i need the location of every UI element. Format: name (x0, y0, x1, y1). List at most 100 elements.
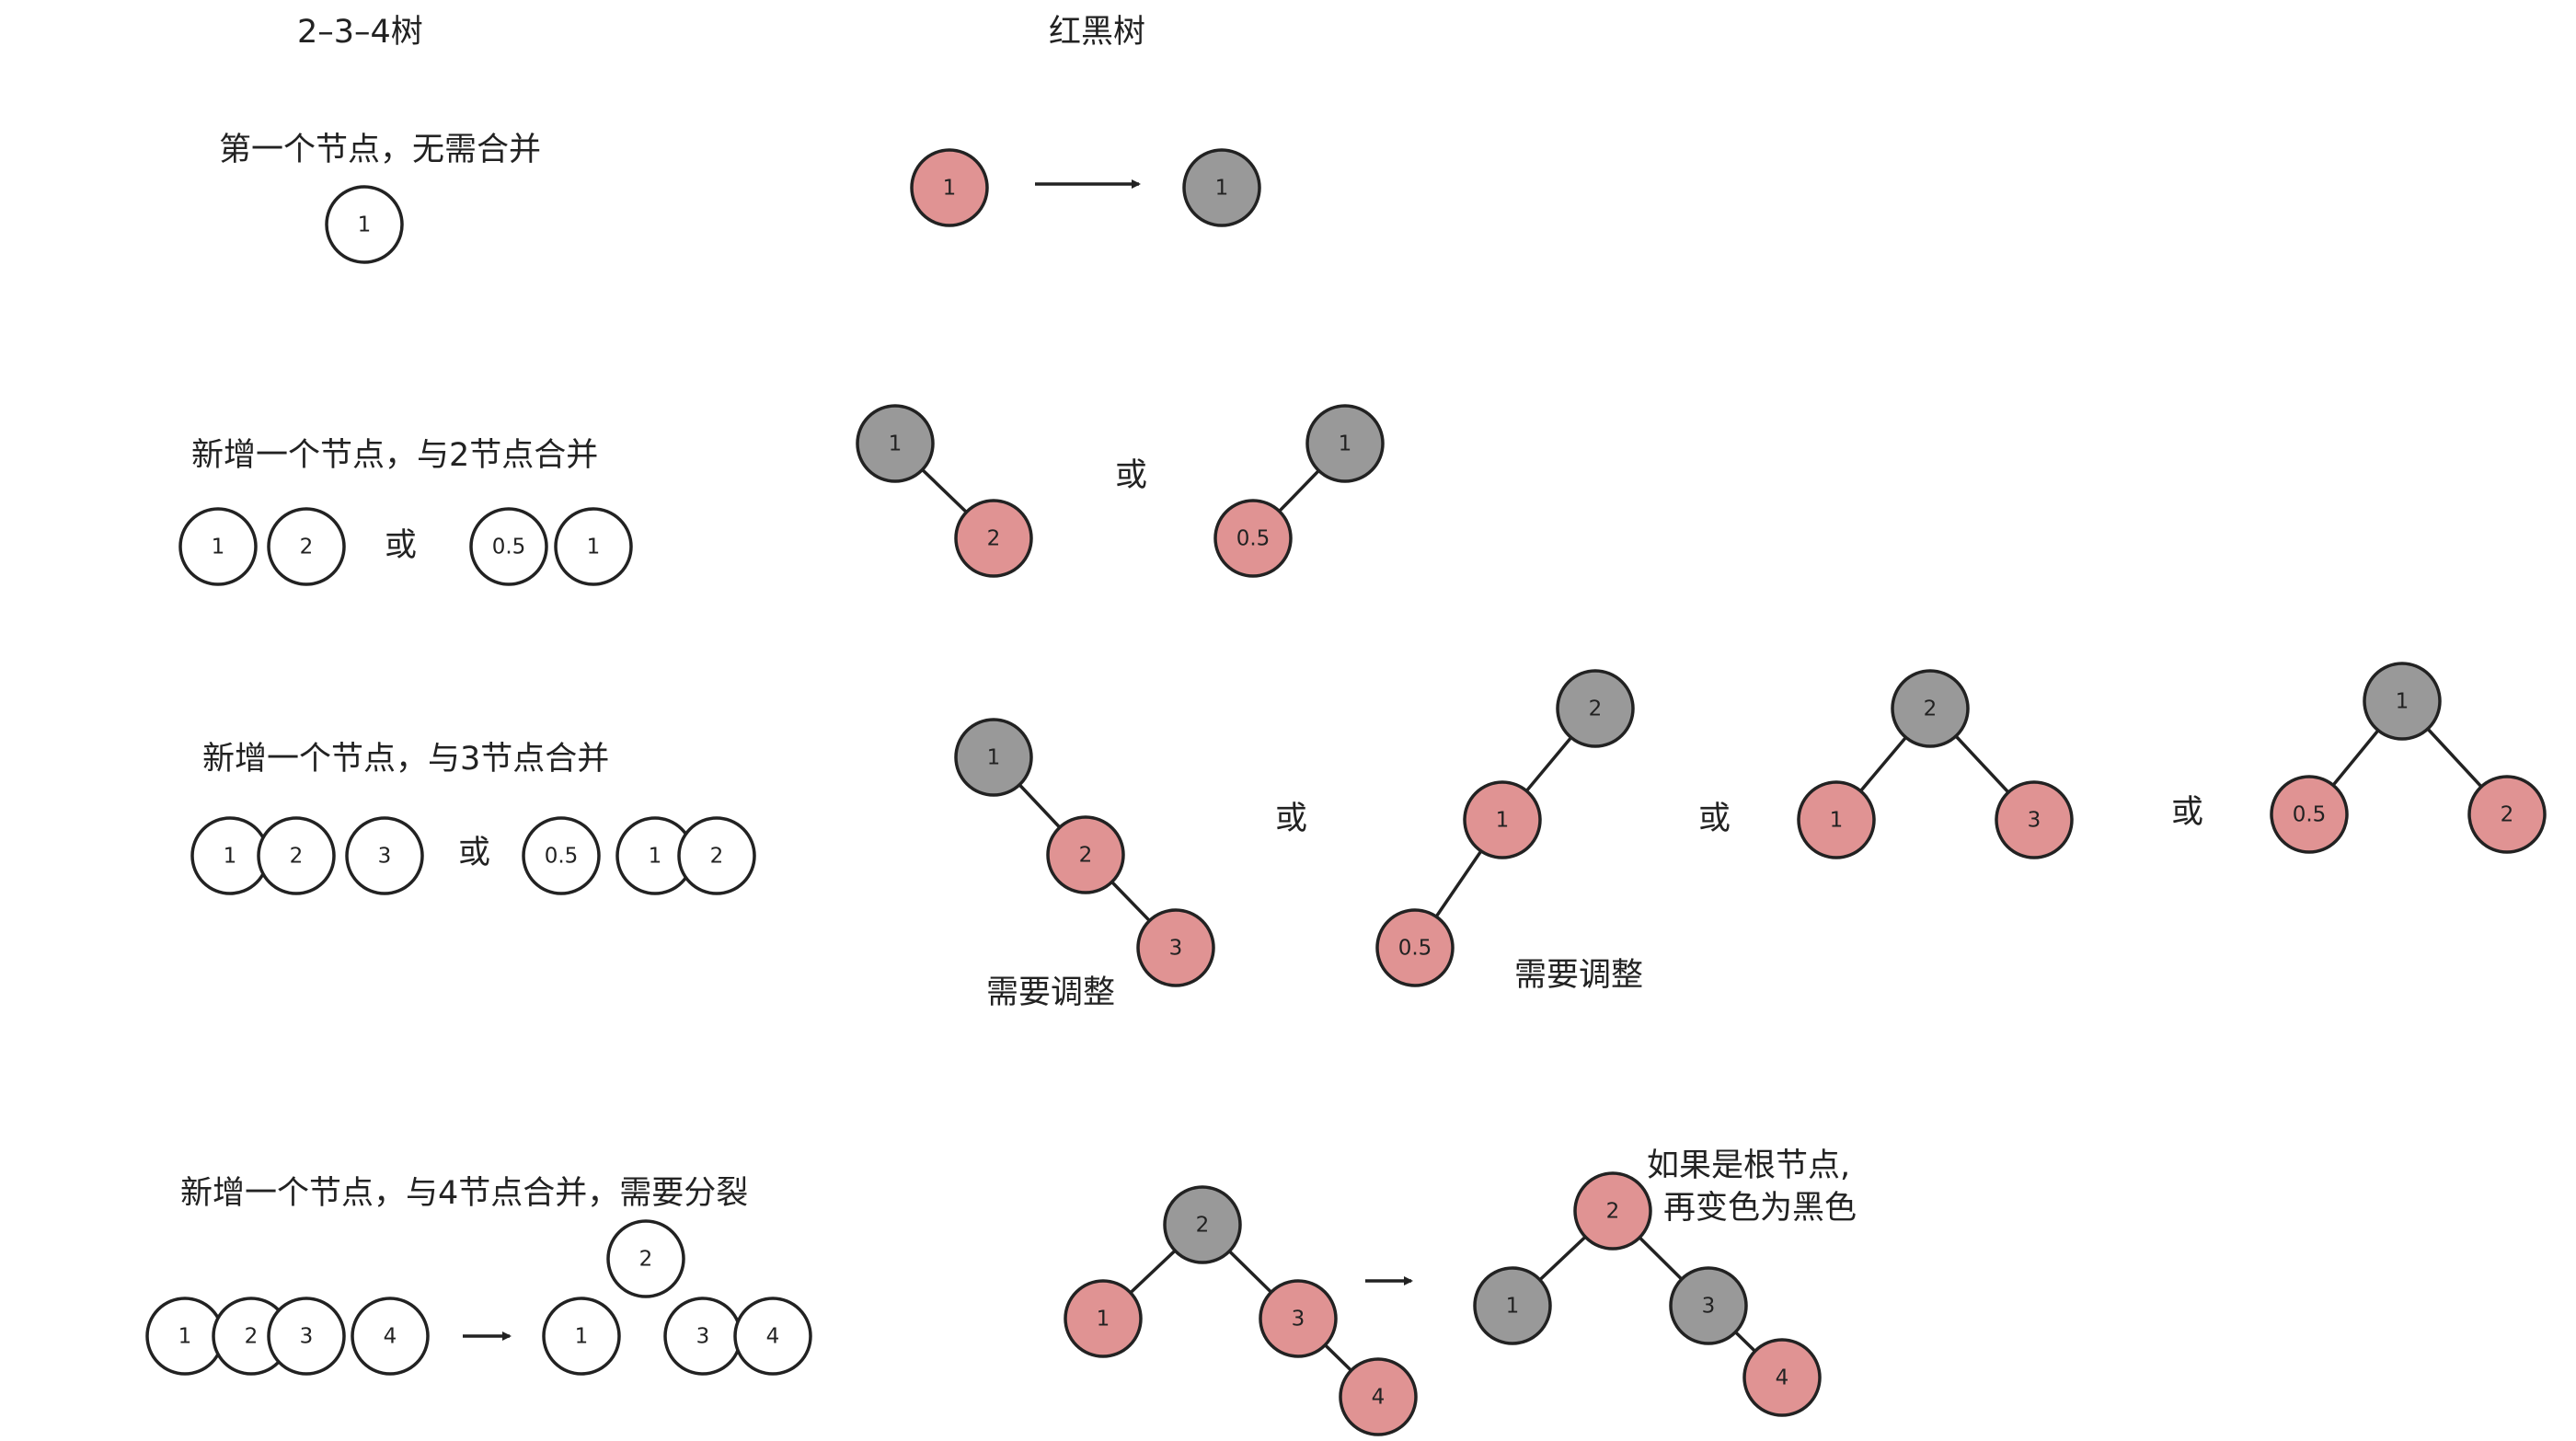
node-value: 1 (1097, 1308, 1110, 1331)
node-rb-3c-right: 3 (1995, 780, 2074, 859)
node-value: 3 (696, 1325, 710, 1349)
node-circle (856, 404, 935, 483)
node-rb-3b-root: 2 (1556, 669, 1635, 748)
node-234-first: 1 (325, 185, 404, 264)
node-circle (1182, 148, 1261, 227)
node-value: 2 (1079, 844, 1093, 868)
node-234-2node-b: 1 (554, 507, 633, 586)
node-circle (1213, 499, 1293, 578)
node-rb-3d-right: 2 (2467, 775, 2547, 854)
node-circle (606, 1219, 685, 1298)
node-circle (1995, 780, 2074, 859)
node-circle (1891, 669, 1970, 748)
node-circle (2467, 775, 2547, 854)
node-circle (910, 148, 989, 227)
node-value: 1 (889, 432, 903, 456)
node-value: 1 (987, 746, 1001, 770)
node-value: 1 (212, 536, 225, 559)
node-value: 0.5 (545, 845, 579, 869)
or-label: 或 (1115, 457, 1148, 494)
node-rb-first-red: 1 (910, 148, 989, 227)
node-value: 2 (987, 527, 1001, 551)
node-circle (1463, 780, 1542, 859)
node-circle (1064, 1279, 1143, 1358)
node-value: 0.5 (492, 536, 526, 559)
node-234-split-left: 1 (542, 1297, 621, 1376)
node-234-2node-b: 0.5 (469, 507, 548, 586)
node-value: 2 (710, 845, 724, 869)
node-value: 1 (1496, 809, 1510, 833)
node-rb-4b-right: 3 (1669, 1266, 1748, 1345)
node-rb-2a-child: 2 (954, 499, 1033, 578)
node-circle (522, 816, 601, 895)
node-circle (1339, 1357, 1418, 1436)
node-circle (1797, 780, 1876, 859)
node-234-3node-b: 2 (677, 816, 756, 895)
needs-adjust-label: 需要调整 (1514, 957, 1644, 994)
title-red-black-tree: 红黑树 (1049, 14, 1146, 51)
node-rb-3d-left: 0.5 (2270, 775, 2349, 854)
section-label-merge-4-node: 新增一个节点，与4节点合并，需要分裂 (180, 1175, 749, 1212)
node-rb-2a-root: 1 (856, 404, 935, 483)
node-value: 1 (649, 845, 662, 869)
node-value: 1 (943, 177, 957, 201)
node-rb-2b-root: 1 (1305, 404, 1385, 483)
node-circle (677, 816, 756, 895)
node-circle (1375, 908, 1455, 987)
node-value: 2 (1606, 1200, 1620, 1224)
node-circle (1742, 1338, 1822, 1417)
node-234-2node-a: 2 (267, 507, 346, 586)
node-circle (1046, 815, 1125, 894)
node-rb-first-black: 1 (1182, 148, 1261, 227)
node-circle (267, 507, 346, 586)
node-value: 1 (1215, 177, 1229, 201)
node-234-3node-b: 1 (615, 816, 695, 895)
node-234-2node-a: 1 (178, 507, 258, 586)
node-value: 1 (1339, 432, 1352, 456)
node-value: 0.5 (2293, 803, 2327, 827)
section-label-first-node: 第一个节点，无需合并 (219, 132, 542, 168)
node-rb-3a-leaf: 3 (1136, 908, 1215, 987)
node-rb-4b-left: 1 (1473, 1266, 1552, 1345)
node-234-4node: 3 (267, 1297, 346, 1376)
node-234-split-root: 2 (606, 1219, 685, 1298)
node-circle (554, 507, 633, 586)
or-label: 或 (1698, 801, 1731, 837)
node-circle (954, 499, 1033, 578)
node-value: 3 (1169, 937, 1183, 961)
node-value: 3 (300, 1325, 314, 1349)
node-value: 2 (1924, 697, 1938, 721)
node-circle (1163, 1185, 1242, 1264)
node-rb-3c-left: 1 (1797, 780, 1876, 859)
node-rb-4a-leaf: 4 (1339, 1357, 1418, 1436)
node-value: 2 (639, 1248, 653, 1272)
node-circle (542, 1297, 621, 1376)
node-value: 3 (1702, 1295, 1716, 1319)
node-value: 4 (384, 1325, 397, 1349)
node-234-4node: 4 (351, 1297, 430, 1376)
node-circle (1473, 1266, 1552, 1345)
node-circle (2270, 775, 2349, 854)
arrows (463, 179, 1413, 1341)
node-circle (178, 507, 258, 586)
node-value: 2 (245, 1325, 259, 1349)
node-value: 3 (378, 845, 392, 869)
node-value: 3 (1292, 1308, 1305, 1331)
node-circle (351, 1297, 430, 1376)
node-value: 2 (1589, 697, 1603, 721)
node-circle (1305, 404, 1385, 483)
node-circle (733, 1297, 812, 1376)
node-value: 2 (1196, 1214, 1210, 1238)
node-234-3node-b: 0.5 (522, 816, 601, 895)
node-circle (469, 507, 548, 586)
node-rb-4a-left: 1 (1064, 1279, 1143, 1358)
node-value: 0.5 (1398, 937, 1432, 961)
node-rb-2b-child: 0.5 (1213, 499, 1293, 578)
node-value: 1 (575, 1325, 589, 1349)
node-234-3node-a: 3 (345, 816, 424, 895)
title-2-3-4-tree: 2–3–4树 (297, 14, 423, 51)
node-rb-3d-root: 1 (2363, 662, 2442, 741)
node-value: 2 (300, 536, 314, 559)
node-rb-3a-root: 1 (954, 718, 1033, 797)
